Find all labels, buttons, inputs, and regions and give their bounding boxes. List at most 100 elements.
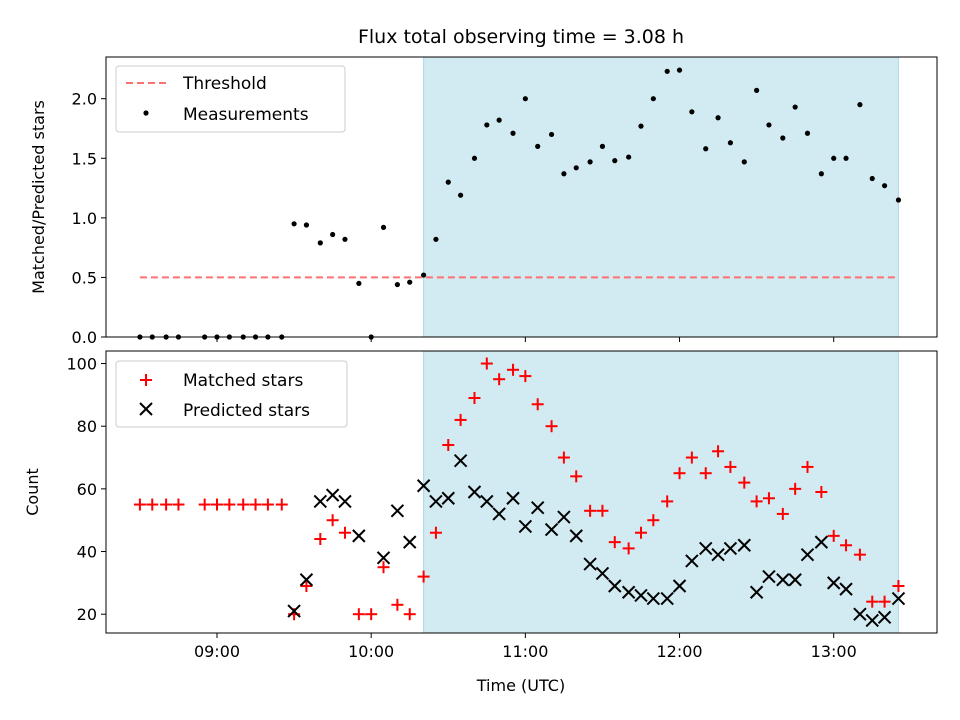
measurement-point xyxy=(869,175,875,182)
measurement-point xyxy=(664,68,670,74)
measurement-point xyxy=(857,102,863,108)
predicted-star-marker xyxy=(544,522,559,537)
matched-legend-label: Matched stars xyxy=(183,371,303,391)
matched-star-marker xyxy=(750,495,763,508)
bottom-panel-frame xyxy=(105,350,938,634)
predicted-star-marker xyxy=(800,547,815,562)
measurement-point xyxy=(792,104,798,110)
predicted-star-marker xyxy=(826,576,841,590)
matched-star-marker xyxy=(634,526,647,539)
matched-star-marker xyxy=(661,495,674,508)
predicted-star-marker xyxy=(711,547,725,562)
measurement-point xyxy=(766,122,772,128)
matched-star-marker xyxy=(557,451,570,464)
predicted-star-marker xyxy=(660,591,674,606)
top-y-tick-label: 2.0 xyxy=(72,90,97,109)
measurement-point xyxy=(407,279,413,285)
measurement-point xyxy=(676,67,683,73)
measurement-point xyxy=(484,122,490,128)
predicted-star-marker xyxy=(865,613,879,628)
predicted-legend-marker xyxy=(139,402,153,416)
predicted-star-marker xyxy=(441,491,455,505)
measurement-point xyxy=(881,183,888,189)
matched-star-marker xyxy=(647,514,660,527)
bottom-y-tick-label: 100 xyxy=(66,355,97,374)
top-legend-box xyxy=(115,65,346,133)
matched-star-marker xyxy=(275,498,288,511)
matched-star-marker xyxy=(545,420,558,433)
top-legend: Threshold Measurements xyxy=(115,65,346,133)
measurement-point xyxy=(330,231,336,238)
x-tick-label: 13:00 xyxy=(811,642,857,661)
predicted-star-marker xyxy=(583,557,597,571)
predicted-legend-label: Predicted stars xyxy=(183,401,310,421)
matched-star-marker xyxy=(815,486,828,498)
predicted-star-marker xyxy=(762,569,776,584)
predicted-star-marker xyxy=(608,579,622,593)
predicted-star-marker xyxy=(325,488,340,502)
matched-star-marker xyxy=(699,467,712,480)
predicted-star-marker xyxy=(467,485,482,499)
predicted-star-marker xyxy=(557,510,571,524)
matched-star-marker xyxy=(146,498,159,511)
predicted-star-marker xyxy=(492,507,506,521)
predicted-star-marker xyxy=(685,554,699,568)
predicted-star-marker xyxy=(530,500,545,515)
predicted-star-marker xyxy=(634,588,648,603)
predicted-star-marker xyxy=(518,519,533,534)
matched-star-marker xyxy=(403,608,416,621)
matched-star-marker xyxy=(827,529,840,542)
matched-star-marker xyxy=(584,504,597,517)
matched-star-marker xyxy=(429,526,442,539)
matched-star-marker xyxy=(326,514,339,527)
measurement-point xyxy=(420,272,427,278)
matched-star-marker xyxy=(596,504,609,517)
measurement-point xyxy=(496,117,502,123)
measurement-point xyxy=(831,155,837,161)
matched-star-marker xyxy=(712,445,725,458)
measurement-point xyxy=(741,159,747,165)
measurement-point xyxy=(804,130,811,136)
measurement-point xyxy=(727,140,734,146)
matched-star-marker xyxy=(507,363,520,376)
predicted-star-marker xyxy=(390,504,405,518)
measurement-point xyxy=(599,143,606,149)
measurement-point xyxy=(535,143,541,149)
bottom-legend: Matched stars Predicted stars xyxy=(115,360,348,428)
matched-star-marker xyxy=(480,357,493,370)
matched-star-marker xyxy=(493,373,506,386)
measurement-point xyxy=(843,155,849,161)
predicted-star-marker xyxy=(788,573,802,587)
predicted-star-marker xyxy=(891,591,906,606)
x-tick-label: 11:00 xyxy=(502,642,548,661)
bottom-y-tick-label: 40 xyxy=(77,543,97,562)
top-y-tick-label: 1.0 xyxy=(72,209,97,228)
measurement-point xyxy=(303,222,310,228)
predicted-star-marker xyxy=(416,479,431,493)
matched-star-marker xyxy=(519,370,532,383)
matched-star-marker xyxy=(454,413,467,426)
predicted-star-marker xyxy=(839,582,853,596)
measurement-point xyxy=(380,224,387,230)
matched-star-marker xyxy=(531,398,544,411)
matched-star-marker xyxy=(673,467,686,480)
predicted-star-marker xyxy=(737,538,751,552)
top-y-tick-label: 0.0 xyxy=(72,328,97,347)
matched-star-marker xyxy=(840,539,853,552)
matched-star-marker xyxy=(622,542,635,555)
matched-star-marker xyxy=(738,476,751,489)
bottom-y-tick-label: 80 xyxy=(77,417,97,436)
matched-star-marker xyxy=(377,561,390,574)
predicted-star-marker xyxy=(429,494,443,509)
top-y-tick-label: 1.5 xyxy=(72,149,97,168)
predicted-star-marker xyxy=(595,566,610,581)
measurement-point xyxy=(458,192,464,198)
bottom-y-axis-label: Count xyxy=(23,468,42,516)
predicted-star-marker xyxy=(621,585,636,599)
measurement-point xyxy=(471,155,478,161)
predicted-star-marker xyxy=(506,491,520,505)
predicted-star-marker xyxy=(877,610,892,625)
matched-star-marker xyxy=(685,451,698,464)
measurement-point xyxy=(780,135,786,141)
